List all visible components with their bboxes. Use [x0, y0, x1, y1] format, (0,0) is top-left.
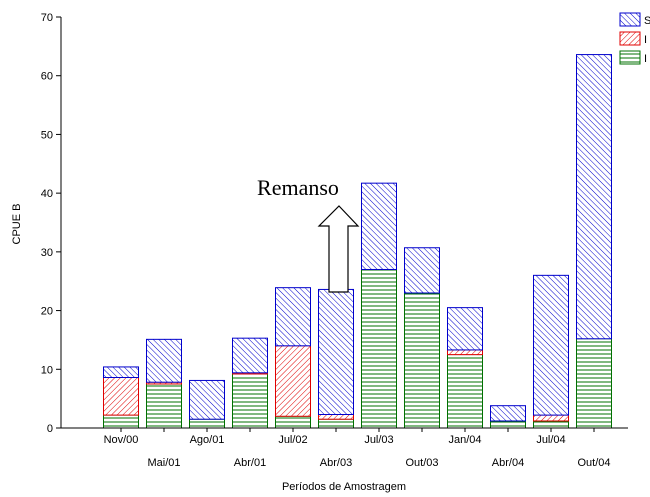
x-tick-label: Mai/01 — [147, 457, 180, 469]
legend: S I I — [619, 12, 650, 65]
bar-segment — [275, 345, 311, 417]
bar-stack — [146, 338, 182, 429]
x-tick-label: Jan/04 — [448, 434, 481, 446]
bar-stack — [361, 182, 397, 429]
y-axis-label: CPUE B — [11, 204, 23, 245]
bar-segment — [576, 54, 612, 340]
bar-segment — [275, 287, 311, 347]
x-tick-label: Abr/04 — [492, 457, 524, 469]
x-tick-label: Jul/03 — [364, 434, 393, 446]
bar-segment — [404, 292, 440, 429]
bar-segment — [232, 373, 268, 429]
bar-stack — [404, 247, 440, 429]
bar-segment — [103, 377, 139, 416]
bar-stack — [318, 288, 354, 429]
x-tick-label: Abr/03 — [320, 457, 352, 469]
x-tick-label: Out/04 — [577, 457, 610, 469]
bar-segment — [447, 307, 483, 351]
legend-label-i-red: I — [644, 34, 647, 46]
bar-segment — [533, 414, 569, 422]
y-tick-label: 70 — [41, 12, 53, 24]
bar-segment — [576, 338, 612, 429]
x-tick-label: Jul/04 — [536, 434, 565, 446]
bar-stack — [103, 366, 139, 429]
bar-segment — [404, 247, 440, 294]
bar-segment — [361, 268, 397, 429]
bar-segment — [318, 418, 354, 429]
y-tick-label: 0 — [47, 423, 53, 435]
bar-segment — [490, 420, 526, 429]
legend-swatch-i-red — [619, 31, 641, 46]
annotation-arrow-icon — [317, 205, 360, 293]
bar-segment — [146, 338, 182, 383]
bar-segment — [189, 418, 225, 429]
x-axis-label: Períodos de Amostragem — [282, 481, 406, 493]
bar-segment — [490, 405, 526, 422]
x-tick-label: Jul/02 — [278, 434, 307, 446]
legend-label-i-green: I — [644, 53, 647, 65]
bar-segment — [318, 413, 354, 420]
y-tick-label: 20 — [41, 306, 53, 318]
bar-stack — [189, 379, 225, 429]
annotation-text: Remanso — [257, 175, 339, 200]
x-tick-label: Abr/01 — [234, 457, 266, 469]
bar-segment — [103, 414, 139, 429]
bar-segment — [447, 349, 483, 356]
x-tick-label: Ago/01 — [190, 434, 225, 446]
y-tick-label: 50 — [41, 129, 53, 141]
x-tick-label: Out/03 — [405, 457, 438, 469]
bar-stack — [275, 287, 311, 429]
y-tick-label: 30 — [41, 247, 53, 259]
bar-segment — [361, 182, 397, 270]
legend-label-s: S — [644, 15, 650, 27]
remanso-annotation: Remanso — [257, 175, 360, 293]
y-tick-label: 10 — [41, 364, 53, 376]
bar-stack — [490, 405, 526, 429]
bar-segment — [533, 420, 569, 429]
x-tick-label: Nov/00 — [104, 434, 139, 446]
y-tick-label: 60 — [41, 71, 53, 83]
bar-stack — [232, 337, 268, 429]
bar-segment — [318, 288, 354, 415]
bar-stack — [447, 307, 483, 429]
legend-swatch-i-green — [619, 50, 641, 65]
bar-segment — [533, 274, 569, 416]
y-tick-label: 40 — [41, 188, 53, 200]
bar-segment — [275, 415, 311, 429]
bar-segment — [146, 383, 182, 429]
bar-segment — [103, 366, 139, 379]
legend-swatch-s — [619, 12, 641, 27]
bar-segment — [189, 379, 225, 420]
bar-segment — [447, 354, 483, 429]
bar-stack — [533, 274, 569, 429]
bar-segment — [232, 337, 268, 374]
bar-stack — [576, 54, 612, 429]
